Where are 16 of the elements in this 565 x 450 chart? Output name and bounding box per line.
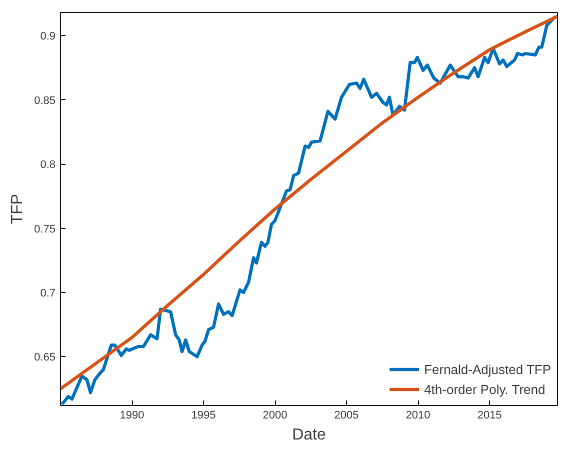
legend-label: Fernald-Adjusted TFP [424,362,551,376]
y-tick-label: 0.75 [34,223,56,236]
x-tick-label: 2010 [406,410,430,422]
x-tick-label: 1995 [191,410,216,422]
x-tick-label: 1990 [120,410,144,422]
y-axis-title: TFP [9,194,26,224]
x-tick-label: 2015 [477,410,502,422]
legend-label: 4th-order Poly. Trend [424,382,546,396]
y-tick-label: 0.8 [40,159,56,172]
x-axis-title: Date [292,426,326,444]
y-tick-label: 0.85 [34,94,56,107]
y-tick-label: 0.65 [34,352,56,364]
y-tick-label: 0.9 [40,30,56,43]
y-tick-label: 0.7 [40,287,56,300]
x-tick-label: 2005 [334,410,359,422]
x-tick-label: 2000 [262,410,288,422]
